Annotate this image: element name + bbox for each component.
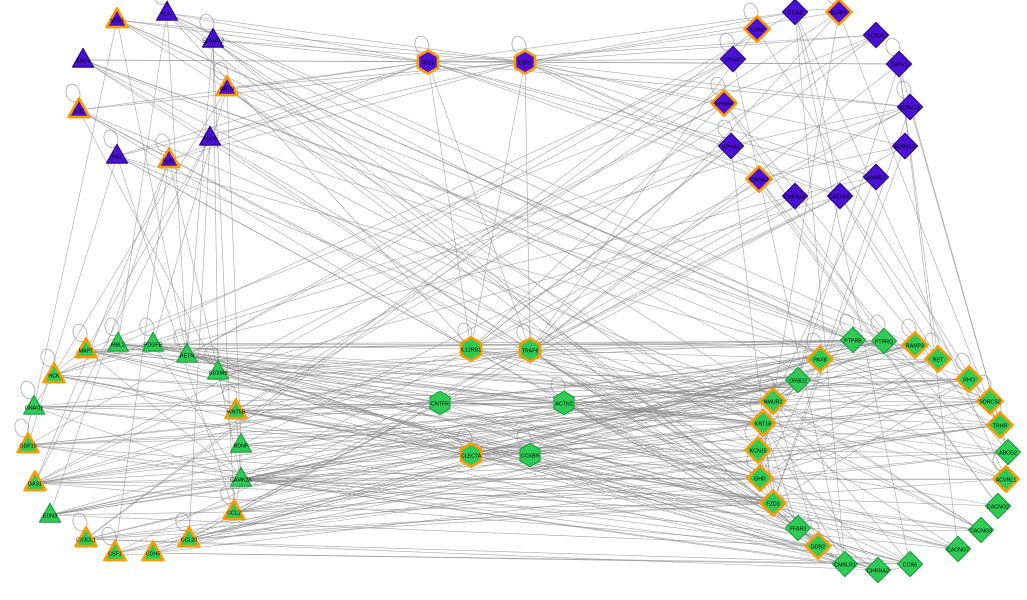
svg-text:MBL2: MBL2 <box>111 343 125 349</box>
svg-text:KRT18: KRT18 <box>755 422 771 428</box>
svg-text:CCL20: CCL20 <box>181 538 198 544</box>
svg-text:TRHR: TRHR <box>993 424 1008 430</box>
svg-text:ESR2: ESR2 <box>518 61 532 67</box>
svg-text:PAX8: PAX8 <box>813 358 826 364</box>
svg-text:NTF3: NTF3 <box>110 19 123 25</box>
svg-text:GAS1: GAS1 <box>28 482 42 488</box>
svg-text:ACVRL1: ACVRL1 <box>996 478 1017 484</box>
svg-text:OR8D2: OR8D2 <box>789 379 807 385</box>
svg-text:FN1: FN1 <box>112 155 122 161</box>
svg-text:CDH5: CDH5 <box>146 552 160 558</box>
svg-text:CACNG3: CACNG3 <box>970 529 992 535</box>
svg-text:FFAR3: FFAR3 <box>790 527 807 533</box>
svg-text:RET: RET <box>933 358 944 364</box>
svg-text:CSF1: CSF1 <box>108 552 122 558</box>
svg-text:AMHR2: AMHR2 <box>867 176 886 182</box>
svg-text:PLAT: PLAT <box>161 12 175 18</box>
svg-text:CCKBR: CCKBR <box>521 454 540 460</box>
svg-text:WNT5B: WNT5B <box>227 410 246 416</box>
svg-text:FLK1: FLK1 <box>163 159 176 165</box>
svg-text:NRG1: NRG1 <box>76 59 91 65</box>
svg-text:ARTN: ARTN <box>220 87 234 93</box>
svg-text:CCL2: CCL2 <box>227 511 241 517</box>
svg-text:IL1R2: IL1R2 <box>750 28 764 34</box>
svg-text:ABCG2: ABCG2 <box>999 451 1017 457</box>
svg-text:S100A12: S100A12 <box>202 39 224 45</box>
svg-text:CHRNA5: CHRNA5 <box>784 195 806 201</box>
svg-text:CMKLR1: CMKLR1 <box>834 563 856 569</box>
svg-text:RAMP3: RAMP3 <box>906 344 924 350</box>
svg-text:PDGFB: PDGFB <box>144 343 163 349</box>
svg-text:CACNG5: CACNG5 <box>829 195 851 201</box>
svg-text:TRPV1: TRPV1 <box>890 63 907 69</box>
svg-text:RHO: RHO <box>963 378 975 384</box>
svg-text:HCK: HCK <box>48 374 60 380</box>
svg-text:TRAF6: TRAF6 <box>522 349 539 355</box>
svg-text:ITGA8: ITGA8 <box>787 11 802 17</box>
svg-text:CACNG7: CACNG7 <box>947 548 969 554</box>
svg-text:IL12RB1: IL12RB1 <box>461 348 482 354</box>
svg-text:FGF6: FGF6 <box>203 137 217 143</box>
svg-text:KLRF1: KLRF1 <box>831 11 848 17</box>
svg-text:EPHA4: EPHA4 <box>715 102 732 108</box>
svg-text:PTPRQ: PTPRQ <box>875 340 893 346</box>
svg-text:IL32: IL32 <box>74 109 84 115</box>
svg-text:FZD3: FZD3 <box>766 502 779 508</box>
svg-text:EDN3: EDN3 <box>43 514 57 520</box>
svg-text:EPHA3: EPHA3 <box>722 145 739 151</box>
svg-text:CAMK2A: CAMK2A <box>230 478 252 484</box>
svg-text:ACTN2: ACTN2 <box>555 402 572 408</box>
svg-text:GNAO1: GNAO1 <box>25 406 44 412</box>
svg-text:CHRNA2: CHRNA2 <box>867 569 889 575</box>
svg-text:SCN3B: SCN3B <box>867 34 885 40</box>
svg-text:IRS1: IRS1 <box>422 61 434 67</box>
svg-text:CACNG2: CACNG2 <box>987 505 1009 511</box>
svg-text:KCNJ5: KCNJ5 <box>750 449 767 455</box>
svg-text:ADRA1A: ADRA1A <box>899 106 921 112</box>
svg-text:BDNF: BDNF <box>234 444 249 450</box>
svg-text:EPHA5: EPHA5 <box>724 58 741 64</box>
svg-text:NMUR1: NMUR1 <box>764 400 783 406</box>
svg-text:CNGA3: CNGA3 <box>750 178 768 184</box>
svg-text:ADRA1B: ADRA1B <box>894 145 916 151</box>
svg-text:SORCS2: SORCS2 <box>979 400 1001 406</box>
svg-text:CX3CL1: CX3CL1 <box>76 538 96 544</box>
svg-text:S100A9: S100A9 <box>209 371 228 377</box>
svg-text:GDF15: GDF15 <box>19 444 36 450</box>
svg-text:CLEC7A: CLEC7A <box>461 454 482 460</box>
svg-text:DDR2: DDR2 <box>811 545 825 551</box>
svg-text:PTPRB: PTPRB <box>844 339 862 345</box>
svg-text:CCR6: CCR6 <box>903 563 917 569</box>
svg-text:MAPT: MAPT <box>79 349 94 355</box>
svg-text:GHR: GHR <box>754 477 766 483</box>
svg-text:RETN: RETN <box>180 354 195 360</box>
svg-text:CNTFR: CNTFR <box>431 402 449 408</box>
